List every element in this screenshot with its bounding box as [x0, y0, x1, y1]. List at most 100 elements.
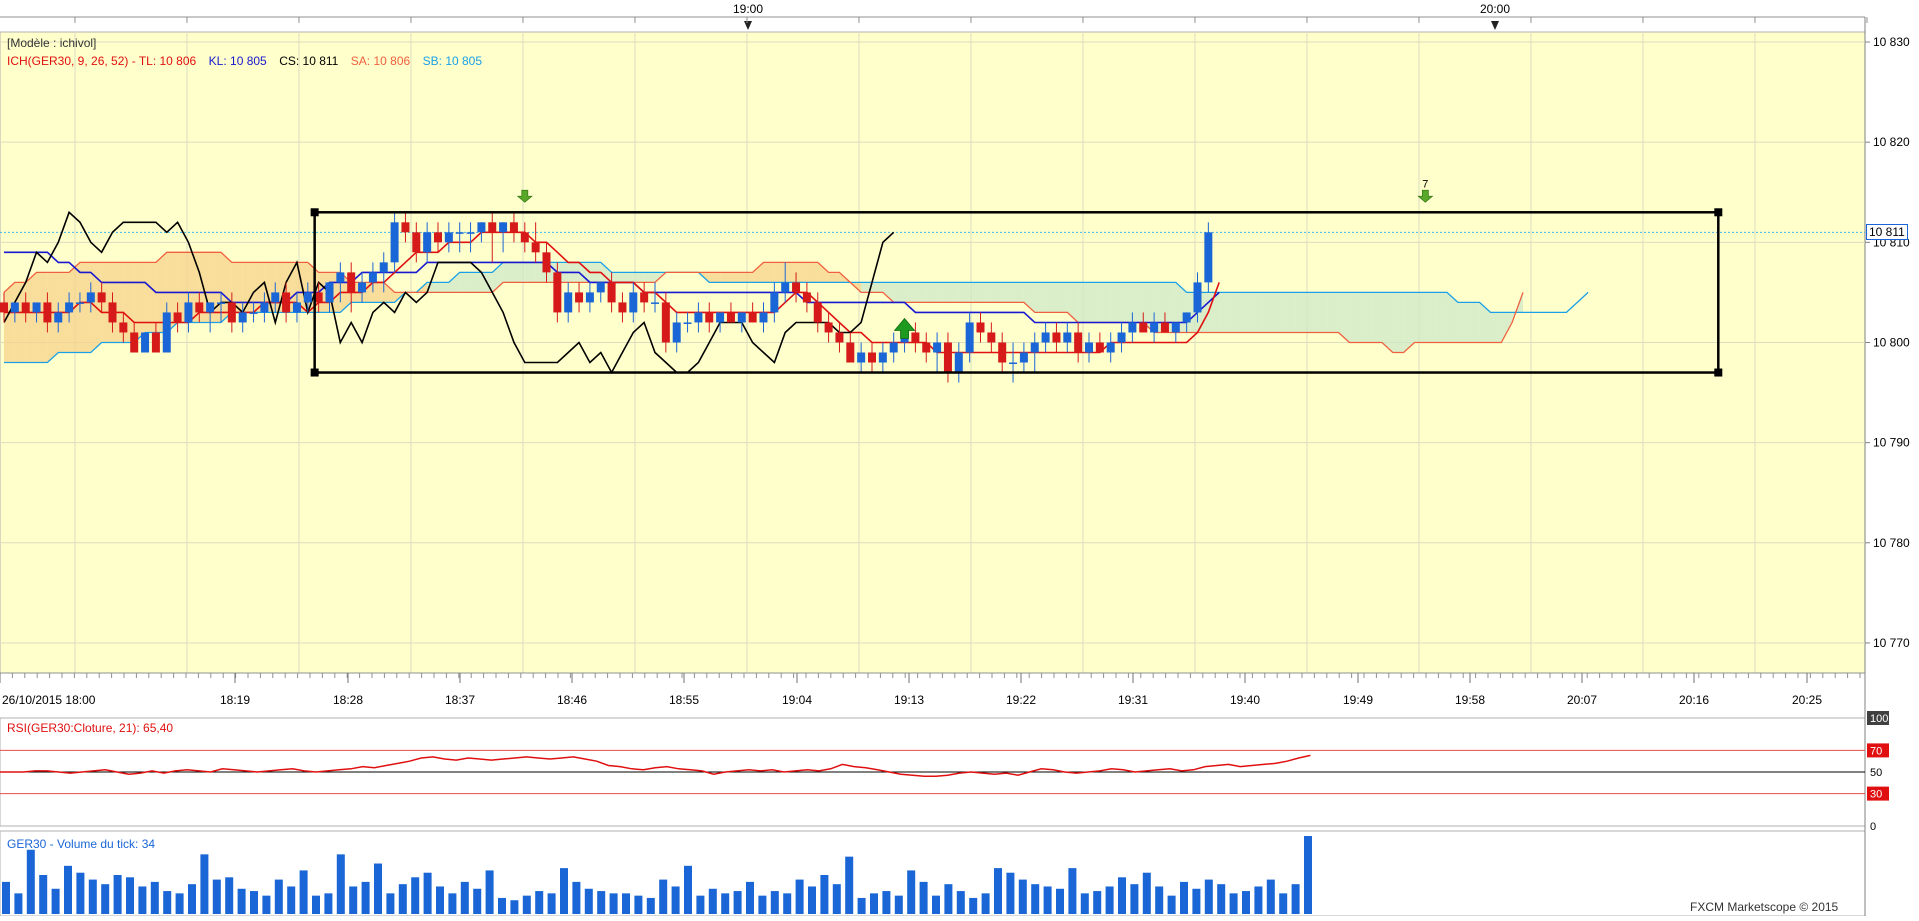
volume-bar — [336, 854, 345, 914]
range-box[interactable] — [310, 208, 1723, 377]
candle-body — [705, 312, 714, 323]
volume-bar — [832, 884, 841, 914]
candle — [737, 312, 746, 333]
volume-bar — [659, 879, 668, 914]
candle-body — [206, 302, 215, 313]
cloud-segment — [752, 262, 764, 283]
candle — [238, 302, 247, 333]
candle-body — [151, 332, 160, 353]
volume-bar — [1130, 884, 1139, 914]
cloud-segment — [383, 282, 395, 303]
candle — [43, 292, 52, 333]
cloud-segment — [1089, 282, 1100, 323]
candle-body — [292, 302, 301, 313]
candle — [770, 282, 779, 323]
volume-bar — [262, 895, 271, 914]
volume-bar — [919, 881, 928, 914]
legend-tenkan: ICH(GER30, 9, 26, 52) - TL: 10 806 — [7, 54, 197, 68]
candle — [423, 222, 432, 263]
time-axis-label: 26/10/2015 18:00 — [2, 693, 96, 707]
candle-body — [813, 302, 822, 323]
volume-bar — [411, 877, 420, 914]
candle — [1095, 332, 1104, 353]
price-panel-background — [0, 31, 1866, 674]
rsi-scale-tag — [1867, 743, 1889, 758]
candle — [119, 312, 128, 343]
candle-body — [314, 292, 323, 303]
volume-bar — [845, 856, 854, 914]
candle — [1041, 322, 1050, 353]
candle — [965, 312, 974, 363]
candle-body — [21, 302, 30, 313]
cloud-segment — [1099, 282, 1111, 323]
legend-senkou-b: SB: 10 805 — [422, 54, 483, 68]
candle-body — [759, 312, 768, 323]
cloud-segment — [25, 272, 37, 363]
candle — [618, 292, 627, 323]
candle-body — [933, 342, 942, 353]
candle-body — [32, 302, 41, 313]
candle-body — [477, 222, 486, 233]
cloud-segment — [1154, 282, 1165, 333]
volume-bar — [39, 875, 48, 914]
candle-body — [1106, 342, 1115, 353]
volume-bar — [522, 895, 531, 914]
cloud-segment — [622, 272, 634, 283]
candle — [466, 222, 475, 253]
sell-arrow-icon — [1417, 189, 1434, 203]
candle — [336, 262, 345, 303]
cloud-segment — [785, 262, 797, 283]
volume-bar — [870, 893, 878, 914]
candle — [1085, 332, 1093, 363]
cloud-segment — [1034, 282, 1046, 313]
cloud-segment — [1392, 292, 1404, 353]
candle-body — [846, 342, 855, 363]
cloud-segment — [1338, 292, 1350, 343]
volume-bar — [894, 895, 903, 914]
candle-body — [1063, 332, 1072, 343]
candle — [998, 332, 1007, 373]
candle — [1160, 312, 1169, 333]
candle-body — [943, 342, 952, 373]
volume-bar — [671, 886, 680, 914]
candle — [509, 212, 518, 243]
volume-bar — [1304, 836, 1312, 914]
volume-bar — [1266, 879, 1275, 914]
volume-bar — [572, 881, 581, 914]
cloud-segment — [611, 272, 623, 283]
candle — [108, 292, 117, 333]
cloud-segment — [14, 282, 26, 363]
volume-bar — [138, 886, 147, 914]
volume-bar — [88, 879, 97, 914]
candle-body — [596, 282, 605, 293]
cloud-segment — [1208, 292, 1220, 333]
cloud-segment — [4, 282, 15, 363]
cloud-segment — [730, 272, 742, 283]
candle-body — [10, 302, 19, 313]
candle — [358, 272, 367, 303]
candle — [813, 292, 822, 333]
volume-bar — [547, 893, 556, 914]
candle-body — [54, 312, 63, 323]
cloud-segment — [1219, 292, 1231, 333]
volume-bar — [126, 877, 134, 914]
candle-body — [954, 352, 963, 373]
candle — [585, 282, 594, 313]
candle-body — [1085, 342, 1093, 353]
candle-body — [412, 232, 421, 253]
cloud-segment — [937, 282, 948, 303]
cloud-segment — [1349, 292, 1361, 343]
volume-bar — [1056, 888, 1064, 914]
volume-bar — [324, 893, 333, 914]
candle — [162, 302, 171, 353]
candle — [607, 272, 616, 313]
candle — [1019, 342, 1028, 373]
candle — [271, 282, 280, 313]
rsi-scale-label: 50 — [1870, 767, 1882, 779]
volume-bar — [1118, 877, 1126, 914]
volume-bar — [1068, 868, 1077, 914]
volume-bar — [808, 886, 816, 914]
time-axis-label: 19:13 — [894, 693, 924, 707]
